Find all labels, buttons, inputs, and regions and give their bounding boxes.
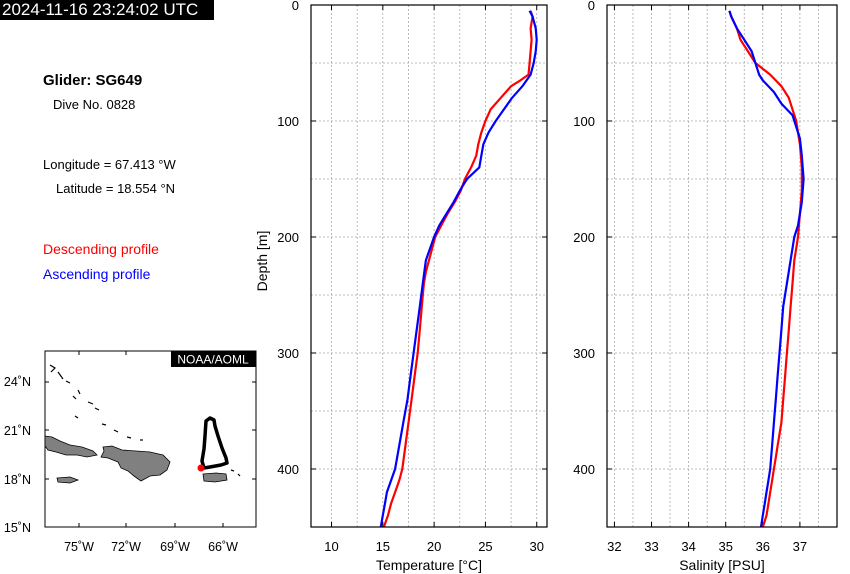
x-tick-label: 25 bbox=[478, 539, 492, 554]
y-tick-label: 400 bbox=[277, 462, 299, 477]
dive-number: Dive No. 0828 bbox=[53, 97, 136, 112]
x-axis-title: Temperature [°C] bbox=[376, 557, 482, 573]
legend-descending: Descending profile bbox=[43, 241, 159, 257]
map-badge-bg bbox=[171, 351, 256, 367]
y-tick-label: 200 bbox=[573, 230, 595, 245]
map-lon-label: 75˚W bbox=[64, 540, 94, 554]
x-tick-label: 36 bbox=[756, 539, 770, 554]
tick-marks bbox=[311, 4, 547, 527]
map-lat-labels: 24˚N 21˚N 18˚N 15˚N bbox=[4, 375, 31, 535]
map-lat-label: 24˚N bbox=[4, 375, 31, 389]
location-map: NOAA/AOML 24˚N 21˚N 18˚N 15˚N 75˚W 72˚W … bbox=[4, 350, 257, 554]
plot-frame bbox=[606, 4, 838, 528]
x-tick-label: 15 bbox=[376, 539, 390, 554]
map-lon-label: 72˚W bbox=[111, 540, 141, 554]
map-lon-label: 66˚W bbox=[208, 540, 238, 554]
jamaica-land bbox=[56, 476, 80, 484]
x-axis-title: Salinity [PSU] bbox=[679, 557, 765, 573]
y-tick-label: 0 bbox=[292, 0, 299, 13]
y-tick-label: 0 bbox=[588, 0, 595, 13]
x-tick-label: 32 bbox=[607, 539, 621, 554]
descending-profile-line bbox=[728, 10, 803, 528]
map-lat-label: 18˚N bbox=[4, 473, 31, 487]
grid bbox=[311, 5, 547, 527]
x-tick-label: 37 bbox=[793, 539, 807, 554]
hispaniola-land bbox=[100, 445, 171, 482]
latitude-readout: Latitude = 18.554 °N bbox=[56, 181, 176, 196]
map-lat-label: 21˚N bbox=[4, 424, 31, 438]
map-lat-label: 15˚N bbox=[4, 521, 31, 535]
y-tick-label: 400 bbox=[573, 462, 595, 477]
x-tick-label: 34 bbox=[681, 539, 695, 554]
temperature-profile-chart: 0 100 200 300 400 10 15 20 25 30 Temperature [°C] D… bbox=[254, 0, 548, 573]
y-axis-title: Depth [m] bbox=[254, 231, 270, 292]
glider-track bbox=[200, 416, 229, 470]
tick-marks bbox=[607, 4, 837, 527]
map-lon-label: 69˚W bbox=[160, 540, 190, 554]
y-tick-label: 300 bbox=[573, 346, 595, 361]
x-tick-label: 10 bbox=[324, 539, 338, 554]
y-tick-label: 100 bbox=[573, 114, 595, 129]
salinity-profile-chart: 0 100 200 300 400 32 33 34 35 36 37 Salinity [PSU] bbox=[573, 0, 838, 573]
ascending-profile-line bbox=[379, 10, 538, 528]
map-land bbox=[44, 435, 228, 484]
x-tick-label: 33 bbox=[644, 539, 658, 554]
map-islets bbox=[49, 364, 241, 477]
y-tick-label: 200 bbox=[277, 230, 299, 245]
ascending-profile-line bbox=[728, 10, 805, 528]
longitude-readout: Longitude = 67.413 °W bbox=[43, 157, 176, 172]
map-badge: NOAA/AOML bbox=[177, 353, 249, 367]
glider-name: Glider: SG649 bbox=[43, 72, 143, 89]
map-lat-tick-marks bbox=[45, 351, 256, 527]
x-tick-label: 30 bbox=[530, 539, 544, 554]
puerto-rico-land bbox=[202, 472, 228, 483]
map-frame bbox=[44, 350, 257, 528]
legend-ascending: Ascending profile bbox=[43, 266, 151, 282]
y-tick-label: 100 bbox=[277, 114, 299, 129]
glider-position-marker bbox=[197, 464, 205, 472]
grid bbox=[607, 5, 837, 527]
y-tick-label: 300 bbox=[277, 346, 299, 361]
timestamp-banner: 2024-11-16 23:24:02 UTC bbox=[0, 0, 214, 20]
x-tick-label: 20 bbox=[427, 539, 441, 554]
map-lon-labels: 75˚W 72˚W 69˚W 66˚W bbox=[64, 540, 238, 554]
descending-profile-line bbox=[382, 10, 534, 528]
plot-frame bbox=[310, 4, 548, 528]
cuba-land bbox=[44, 435, 98, 458]
x-tick-label: 35 bbox=[718, 539, 732, 554]
